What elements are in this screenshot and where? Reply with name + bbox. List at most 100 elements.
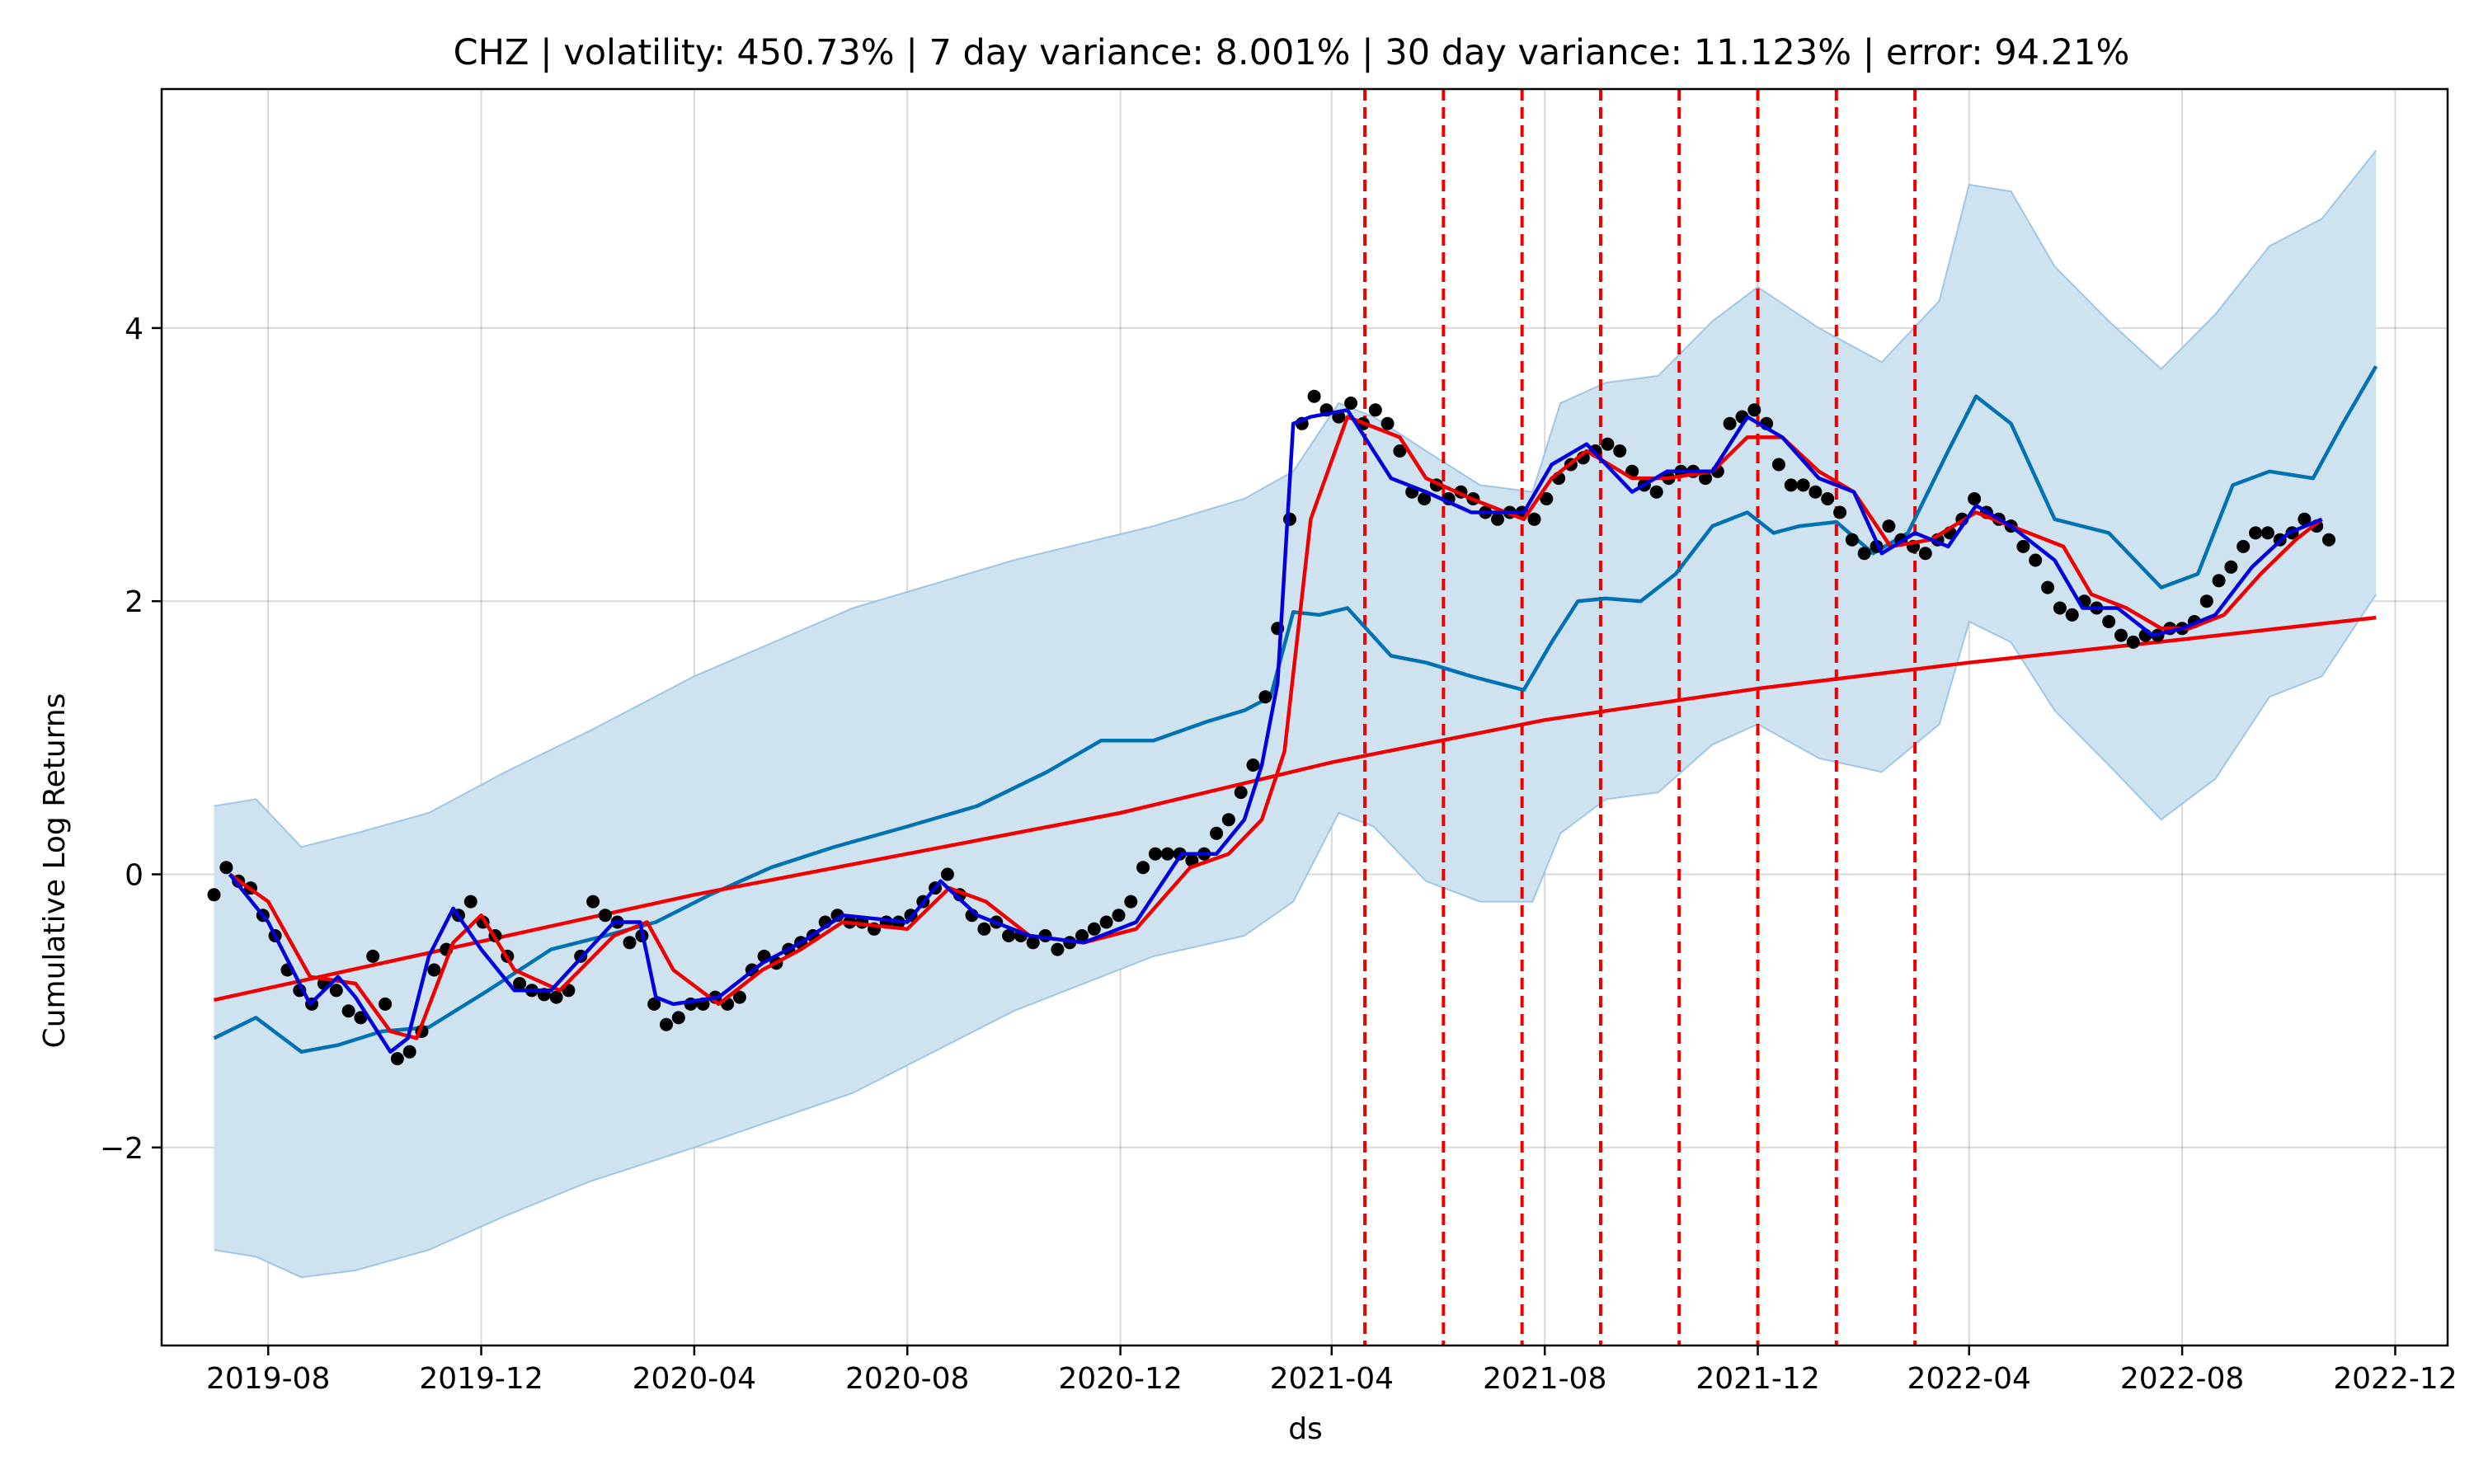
actual-data-point: [1833, 505, 1847, 519]
actual-data-point: [2298, 512, 2312, 526]
actual-data-point: [1393, 444, 1407, 458]
x-tick-label: 2020-08: [845, 1362, 969, 1396]
y-tick-label: 2: [125, 585, 143, 619]
actual-data-point: [1087, 922, 1101, 936]
x-tick-label: 2019-08: [206, 1362, 330, 1396]
actual-data-point: [2065, 608, 2079, 622]
actual-data-point: [463, 895, 477, 909]
actual-data-point: [1845, 533, 1859, 547]
actual-data-point: [1099, 915, 1113, 929]
x-tick-label: 2020-04: [633, 1362, 756, 1396]
actual-data-point: [1821, 492, 1835, 505]
x-tick-label: 2022-08: [2120, 1362, 2244, 1396]
actual-data-point: [1051, 942, 1065, 956]
actual-data-point: [1918, 547, 1932, 561]
actual-data-point: [1747, 403, 1761, 417]
actual-data-point: [1148, 847, 1162, 861]
actual-data-point: [2126, 635, 2140, 649]
actual-data-point: [586, 895, 600, 909]
actual-data-point: [1613, 444, 1627, 458]
actual-data-point: [1283, 512, 1296, 526]
plot-area: 2019-08 2019-12 2020-04 2020-08 2020-12 2021-…: [100, 87, 2458, 1396]
actual-data-point: [1699, 472, 1712, 486]
actual-data-point: [1527, 512, 1541, 526]
actual-data-point: [1418, 492, 1432, 505]
band-upper-edge: [214, 149, 2377, 848]
actual-data-point: [1540, 492, 1554, 505]
actual-data-point: [513, 977, 527, 990]
actual-data-point: [1796, 478, 1810, 492]
actual-data-point: [1380, 416, 1395, 430]
actual-data-point: [329, 984, 343, 998]
actual-data-point: [1002, 929, 1016, 942]
actual-data-point: [379, 997, 393, 1011]
fast-moving-average-line: [228, 408, 2323, 1054]
actual-data-point: [2249, 526, 2263, 540]
x-axis-title: ds: [1288, 1412, 1323, 1446]
actual-data-point: [366, 949, 380, 963]
actual-data-point: [1210, 826, 1224, 840]
actual-data-point: [732, 990, 746, 1004]
actual-data-point: [1234, 786, 1248, 800]
actual-data-point: [2236, 539, 2251, 553]
actual-data-point: [2029, 553, 2043, 567]
uncertainty-band: [214, 150, 2377, 1278]
actual-data-point: [623, 936, 637, 950]
actual-data-point: [219, 861, 233, 875]
actual-data-point: [549, 990, 563, 1004]
actual-data-point: [354, 1011, 368, 1025]
actual-data-point: [977, 922, 991, 936]
actual-data-point: [1771, 458, 1785, 472]
actual-data-point: [2322, 533, 2335, 547]
actual-data-point: [1723, 416, 1737, 430]
x-tick-label: 2019-12: [419, 1362, 543, 1396]
actual-data-point: [1344, 397, 1358, 410]
y-tick-label: 0: [125, 859, 143, 893]
actual-data-point: [1160, 847, 1174, 861]
actual-data-point: [940, 867, 954, 881]
actual-data-point: [2041, 580, 2055, 594]
actual-data-point: [207, 888, 221, 902]
actual-data-point: [1307, 389, 1321, 403]
y-tick-label: 4: [125, 312, 143, 346]
x-tick-label: 2022-04: [1907, 1362, 2031, 1396]
actual-data-point: [1112, 909, 1126, 923]
y-tick-label: −2: [100, 1132, 143, 1166]
actual-data-point: [1491, 512, 1504, 526]
actual-data-point: [2199, 594, 2213, 608]
actual-data-point: [2053, 601, 2067, 615]
x-tick-label: 2021-12: [1696, 1362, 1819, 1396]
actual-data-point: [1258, 690, 1272, 704]
trend-line: [214, 615, 2377, 1003]
actual-data-point: [1857, 547, 1871, 561]
actual-data-point: [1075, 929, 1089, 942]
actual-data-point: [647, 997, 661, 1011]
band-lower-edge: [214, 594, 2378, 1279]
x-tick-label: 2021-08: [1483, 1362, 1606, 1396]
actual-data-point: [1246, 758, 1260, 772]
actual-data-point: [1601, 437, 1615, 451]
actual-data-point: [1136, 861, 1150, 875]
actual-data-point: [2224, 560, 2238, 574]
actual-data-point: [598, 909, 612, 923]
actual-data-point: [341, 1004, 355, 1018]
x-tick-label: 2022-12: [2333, 1362, 2457, 1396]
chart-title: CHZ | volatility: 450.73% | 7 day varian…: [454, 32, 2130, 73]
y-axis-title: Cumulative Log Returns: [38, 693, 72, 1049]
actual-data-point: [1882, 519, 1896, 533]
x-tick-label: 2021-04: [1270, 1362, 1394, 1396]
actual-data-point: [1649, 485, 1663, 499]
actual-data-point: [1808, 485, 1823, 499]
actual-data-point: [1784, 478, 1798, 492]
x-tick-label: 2020-12: [1058, 1362, 1182, 1396]
actual-data-point: [1026, 936, 1040, 950]
actual-data-point: [402, 1045, 416, 1059]
actual-data-point: [1968, 492, 1982, 505]
plot-frame: [160, 87, 2449, 1347]
actual-data-point: [1124, 895, 1138, 909]
actual-data-point: [427, 963, 441, 977]
actual-data-point: [660, 1017, 673, 1031]
actual-data-point: [2260, 526, 2274, 540]
actual-data-point: [390, 1052, 404, 1066]
